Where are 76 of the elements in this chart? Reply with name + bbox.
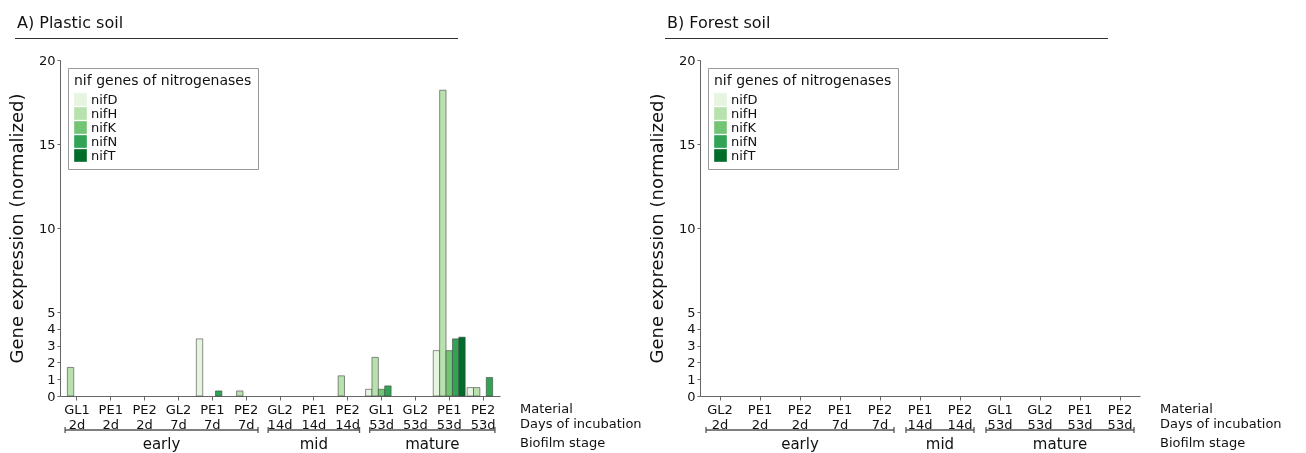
bar xyxy=(236,390,244,397)
x-tick-label: PE2 7d xyxy=(233,401,259,432)
y-tick-label: 1 xyxy=(47,371,56,387)
x-tick-label: PE2 2d xyxy=(132,401,157,432)
x-tick-label: PE2 7d xyxy=(867,401,893,432)
y-tick-label: 3 xyxy=(687,338,696,354)
x-tick-label: PE2 53d xyxy=(470,401,496,432)
x-tick-label: GL1 53d xyxy=(987,401,1013,432)
text: mid xyxy=(925,434,955,453)
y-tick-label: 20 xyxy=(678,52,696,68)
y-tick-label: 0 xyxy=(47,388,56,404)
legend-title: nif genes of nitrogenases xyxy=(74,72,252,88)
x-tick-label: GL1 53d xyxy=(368,401,395,432)
y-tick-label: 0 xyxy=(687,388,696,404)
x-tick-label: GL2 2d xyxy=(707,401,733,432)
chart-title: B) Forest soil xyxy=(665,8,1108,39)
x-tick-label: PE1 2d xyxy=(747,401,773,432)
text: early xyxy=(142,434,181,453)
x-tick-label: PE2 53d xyxy=(1107,401,1133,432)
legend-label: nifN xyxy=(91,133,118,149)
bar xyxy=(67,367,75,397)
x-tick-label: PE2 14d xyxy=(947,401,973,432)
y-tick-label: 2 xyxy=(47,354,56,370)
bar xyxy=(196,338,204,397)
y-tick-label: 20 xyxy=(38,52,56,68)
legend-label: nifD xyxy=(91,91,118,107)
x-tick-label: PE1 53d xyxy=(436,401,462,432)
legend-label: nifK xyxy=(91,119,117,135)
y-tick-label: 15 xyxy=(678,136,696,152)
x-tick-label: GL1 2d xyxy=(64,401,90,432)
legend-label: nifH xyxy=(731,105,758,121)
y-tick-label: 2 xyxy=(687,354,696,370)
y-axis-title: Gene expression (normalized) xyxy=(645,93,667,364)
y-tick-label: 3 xyxy=(47,338,56,354)
x-tick-label: PE1 53d xyxy=(1067,401,1093,432)
text: Material xyxy=(520,400,573,416)
y-tick-label: 15 xyxy=(38,136,56,152)
x-tick-label: GL2 53d xyxy=(402,401,429,432)
text: mid xyxy=(299,434,328,453)
y-tick-label: 10 xyxy=(38,220,56,236)
text: Days of incubation xyxy=(520,415,642,431)
text: Days of incubation xyxy=(1160,415,1282,431)
x-tick-label: PE1 2d xyxy=(98,401,123,432)
x-tick-label: PE1 14d xyxy=(907,401,933,432)
legend-label: nifH xyxy=(91,105,118,121)
text: mature xyxy=(1032,434,1088,453)
y-tick-label: 1 xyxy=(687,371,696,387)
y-tick-label: 5 xyxy=(47,304,56,320)
text: early xyxy=(781,434,819,453)
y-tick-label: 5 xyxy=(687,304,696,320)
legend-label: nifD xyxy=(731,91,758,107)
y-tick-label: 10 xyxy=(678,220,696,236)
y-tick-label: 4 xyxy=(687,321,696,337)
x-tick-label: PE1 14d xyxy=(301,401,327,432)
bar xyxy=(337,375,345,397)
text: Biofilm stage xyxy=(1160,434,1246,450)
bar xyxy=(485,377,493,397)
legend-label: nifT xyxy=(91,147,116,163)
x-tick-label: PE2 2d xyxy=(787,401,813,432)
legend-title: nif genes of nitrogenases xyxy=(714,72,892,88)
legend-label: nifN xyxy=(731,133,758,149)
y-tick-label: 4 xyxy=(47,321,56,337)
text: mature xyxy=(405,434,460,453)
legend-label: nifT xyxy=(731,147,756,163)
x-tick-label: GL2 7d xyxy=(165,401,192,432)
x-tick-label: GL2 14d xyxy=(267,401,293,432)
x-tick-label: PE1 7d xyxy=(827,401,853,432)
text: Biofilm stage xyxy=(520,434,606,450)
legend-label: nifK xyxy=(731,119,757,135)
text: Material xyxy=(1160,400,1213,416)
bar xyxy=(215,390,223,397)
x-tick-label: PE1 7d xyxy=(200,401,225,432)
chart-title: A) Plastic soil xyxy=(15,8,458,39)
y-axis-title: Gene expression (normalized) xyxy=(5,93,27,364)
x-tick-label: GL2 53d xyxy=(1027,401,1053,432)
x-tick-label: PE2 14d xyxy=(335,401,361,432)
